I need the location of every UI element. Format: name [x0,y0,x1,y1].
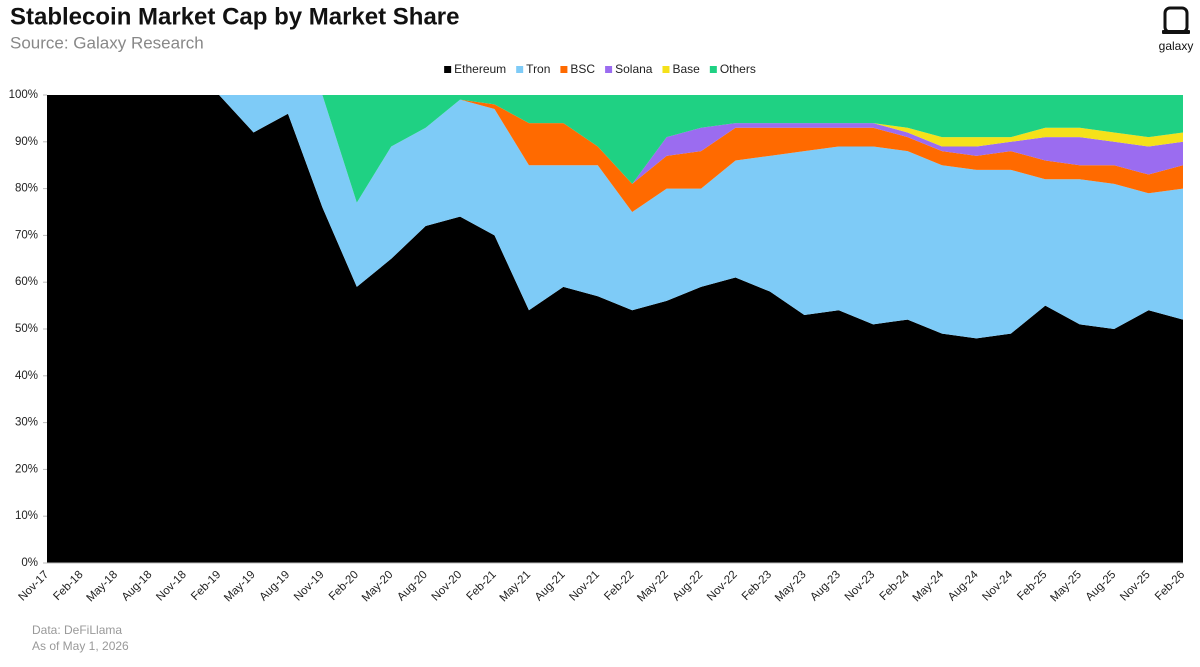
x-tick-label: Aug-25 [1084,569,1119,604]
chart-title: Stablecoin Market Cap by Market Share [10,3,459,30]
x-tick-label: May-23 [773,569,809,605]
legend-swatch [444,66,452,73]
legend-label: Solana [615,62,653,76]
legend-swatch [605,66,613,73]
y-tick-label: 0% [21,557,38,569]
x-tick-label: Aug-24 [946,568,981,603]
area [47,95,1183,203]
chart-subtitle: Source: Galaxy Research [10,33,204,52]
logo-base [1162,30,1190,34]
y-tick-label: 10% [15,510,38,522]
footnote: As of May 1, 2026 [32,639,129,653]
area [47,95,1183,563]
x-tick-label: Aug-20 [395,569,430,604]
x-tick-label: Feb-19 [189,569,223,603]
x-tick-label: Feb-26 [1153,569,1187,603]
legend-label: Ethereum [454,62,506,76]
x-tick-label: Feb-18 [51,569,85,603]
x-tick-label: Feb-20 [327,569,361,603]
legend-swatch [709,66,717,73]
y-tick-label: 90% [15,136,38,148]
x-tick-label: Nov-17 [17,569,52,604]
y-tick-label: 40% [15,370,38,382]
x-tick-label: Aug-22 [671,569,706,604]
y-tick-label: 80% [15,183,38,195]
x-tick-label: Feb-25 [1015,569,1049,603]
legend: Ethereum Tron BSC Solana Base Others [444,62,756,76]
x-tick-label: Feb-21 [465,569,499,603]
logo-icon [1163,6,1189,34]
legend-label: Tron [526,62,550,76]
x-tick-label: May-21 [498,569,534,605]
x-tick-label: Nov-25 [1118,569,1153,604]
y-tick-label: 60% [15,276,38,288]
legend-swatch [560,66,568,73]
x-tick-label: Aug-21 [533,569,568,604]
y-tick-label: 100% [9,89,38,101]
x-tick-label: May-22 [635,569,671,605]
legend-label: BSC [570,62,595,76]
legend-swatch [516,66,524,73]
x-tick-label: May-24 [911,568,947,604]
x-tick-label: Nov-21 [567,569,602,604]
logo-text: galaxy [1159,39,1194,53]
x-tick-label: Aug-18 [120,569,155,604]
x-tick-label: Feb-23 [740,569,774,603]
x-tick-label: Nov-24 [980,568,1015,603]
area [47,95,1183,212]
x-tick-label: Nov-23 [843,569,878,604]
x-tick-label: Aug-23 [808,569,843,604]
x-tick-label: May-18 [85,569,121,605]
x-tick-label: May-19 [222,569,258,605]
y-tick-label: 70% [15,229,38,241]
x-tick-label: Nov-19 [292,569,327,604]
x-tick-label: Feb-24 [878,568,913,603]
x-tick-label: Nov-18 [154,569,189,604]
area [47,95,1183,339]
y-tick-label: 20% [15,463,38,475]
x-tick-label: May-25 [1048,569,1084,605]
x-tick-label: Nov-22 [705,569,740,604]
legend-label: Others [720,62,756,76]
x-tick-label: May-20 [360,569,396,605]
y-tick-label: 50% [15,323,38,335]
x-tick-label: Aug-19 [258,569,293,604]
area [47,95,1183,203]
footnote: Data: DeFiLlama [32,623,122,637]
x-tick-label: Nov-20 [430,569,465,604]
y-tick-label: 30% [15,417,38,429]
legend-label: Base [672,62,700,76]
legend-swatch [662,66,670,73]
x-tick-label: Feb-22 [602,569,636,603]
